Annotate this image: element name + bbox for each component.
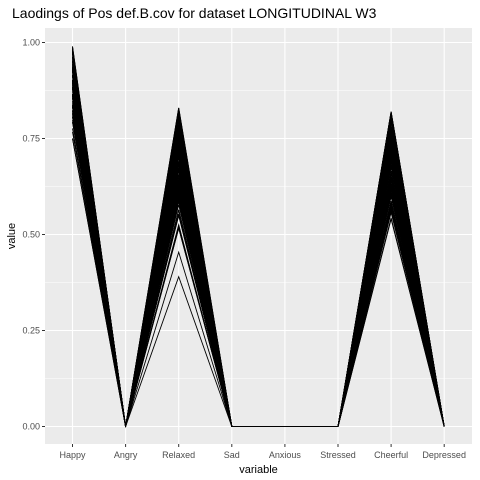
x-tick-label: Happy [59, 450, 86, 460]
x-tick-label: Cheerful [374, 450, 408, 460]
y-axis-ticks: 0.00 0.25 0.50 0.75 1.00 [22, 38, 45, 432]
x-tick-label: Sad [224, 450, 240, 460]
y-tick-label: 1.00 [22, 38, 40, 48]
x-tick-label: Anxious [269, 450, 302, 460]
x-tick-label: Depressed [422, 450, 466, 460]
loading-line [72, 67, 445, 427]
x-tick-label: Relaxed [162, 450, 195, 460]
minor-gridlines [45, 90, 472, 379]
y-tick-label: 0.00 [22, 422, 40, 432]
y-axis-title: value [6, 223, 18, 249]
x-tick-label: Angry [114, 450, 138, 460]
y-tick-label: 0.50 [22, 230, 40, 240]
y-tick-label: 0.25 [22, 326, 40, 336]
y-tick-label: 0.75 [22, 134, 40, 144]
chart-title: Laodings of Pos def.B.cov for dataset LO… [12, 5, 377, 21]
x-axis-ticks: Happy Angry Relaxed Sad Anxious Stressed Cheer… [59, 444, 466, 460]
x-tick-label: Stressed [320, 450, 356, 460]
loading-lines [72, 46, 445, 429]
x-axis-title: variable [239, 464, 278, 476]
